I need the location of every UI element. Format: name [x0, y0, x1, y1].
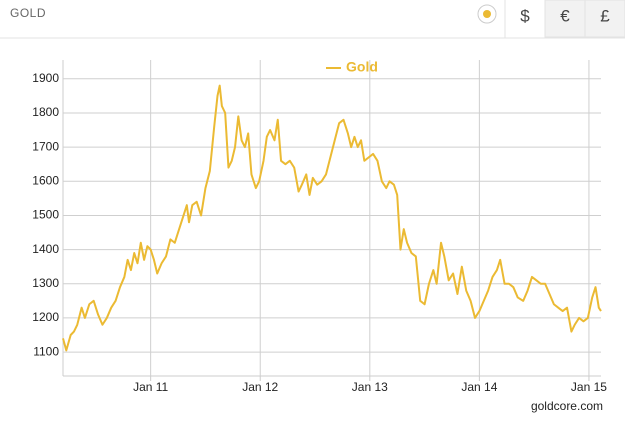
tab-pound[interactable]: [584, 0, 625, 38]
x-tick-label: Jan 14: [461, 380, 497, 394]
tab-euro-label[interactable]: €: [560, 6, 570, 25]
y-tick-label: 1900: [32, 71, 59, 85]
x-tick-label: Jan 12: [242, 380, 278, 394]
y-tick-label: 1800: [32, 105, 59, 119]
y-tick-label: 1600: [32, 173, 59, 187]
y-tick-label: 1700: [32, 139, 59, 153]
x-tick-label: Jan 15: [571, 380, 607, 394]
tab-dollar[interactable]: $: [520, 6, 530, 25]
toggle-dot: [483, 10, 491, 18]
credit: goldcore.com: [531, 399, 603, 413]
tab-pound-label[interactable]: £: [600, 6, 610, 25]
x-tick-label: Jan 11: [133, 380, 168, 394]
y-tick-label: 1100: [33, 344, 59, 358]
y-tick-label: 1300: [32, 276, 59, 290]
series-toggle[interactable]: [477, 4, 497, 24]
y-tick-label: 1200: [32, 310, 59, 324]
y-tick-label: 1400: [32, 242, 59, 256]
legend-label: Gold: [346, 59, 378, 75]
y-tick-label: 1500: [32, 208, 59, 222]
price-line: [62, 84, 602, 352]
x-tick-label: Jan 13: [352, 380, 388, 394]
header-title: GOLD: [10, 6, 46, 20]
